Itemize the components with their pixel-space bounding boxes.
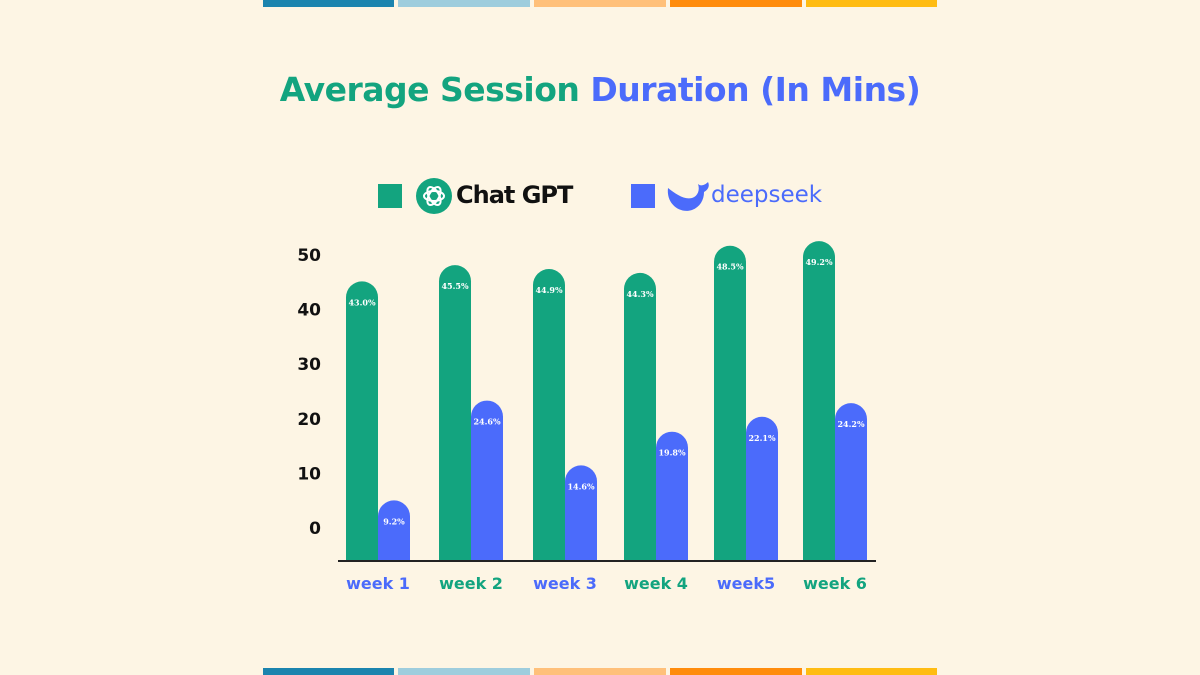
chatgpt-bar (714, 245, 746, 560)
x-tick-label: week 3 (533, 574, 597, 593)
stripe (263, 0, 394, 7)
data-label: 22.1% (748, 433, 775, 443)
stripe (534, 668, 666, 675)
data-label: 48.5% (716, 262, 743, 272)
y-tick-label: 0 (309, 519, 321, 539)
data-label: 49.2% (805, 257, 832, 267)
title-part-2: Duration (In Mins) (590, 70, 921, 109)
deepseek-bar (835, 403, 867, 560)
y-tick-label: 30 (297, 355, 321, 375)
stripe (670, 0, 802, 7)
y-tick-label: 20 (297, 410, 321, 430)
legend-swatch-deepseek (631, 184, 655, 208)
stripe (670, 668, 802, 675)
stripe (534, 0, 666, 7)
stripe (398, 0, 530, 7)
x-tick-label: week 1 (346, 574, 410, 593)
chatgpt-bar (439, 265, 471, 560)
data-label: 45.5% (441, 281, 468, 291)
deepseek-bar (746, 416, 778, 560)
deepseek-whale-icon (667, 182, 709, 211)
stripe (806, 0, 937, 7)
data-label: 44.3% (626, 289, 653, 299)
chatgpt-bar (624, 272, 656, 560)
x-tick-label: week 4 (624, 574, 688, 593)
data-label: 24.2% (837, 419, 864, 429)
title-part-1: Average Session (279, 70, 580, 109)
deepseek-bar (378, 500, 410, 560)
legend-label-chatgpt: Chat GPT (456, 181, 573, 209)
chart-title: Average Session Duration (In Mins) (0, 70, 1200, 109)
stripe (398, 668, 530, 675)
data-label: 14.6% (567, 481, 594, 491)
chatgpt-bar (803, 241, 835, 560)
legend-label-deepseek: deepseek (711, 182, 823, 208)
deepseek-bar (565, 465, 597, 560)
data-label: 9.2% (383, 516, 405, 526)
data-label: 44.9% (535, 285, 562, 295)
x-tick-label: week5 (717, 574, 775, 593)
y-tick-label: 50 (297, 246, 321, 266)
y-tick-label: 40 (297, 301, 321, 321)
openai-logo-icon (416, 178, 452, 214)
data-label: 19.8% (658, 448, 685, 458)
stripe (263, 668, 394, 675)
y-tick-label: 10 (297, 464, 321, 484)
chatgpt-bar (346, 281, 378, 560)
deepseek-bar (656, 431, 688, 560)
deepseek-bar (471, 400, 503, 560)
legend-swatch-chatgpt (378, 184, 402, 208)
data-label: 24.6% (473, 417, 500, 427)
x-tick-label: week 6 (803, 574, 867, 593)
data-label: 43.0% (348, 297, 375, 307)
x-tick-label: week 2 (439, 574, 503, 593)
stripe (806, 668, 937, 675)
chatgpt-bar (533, 269, 565, 560)
